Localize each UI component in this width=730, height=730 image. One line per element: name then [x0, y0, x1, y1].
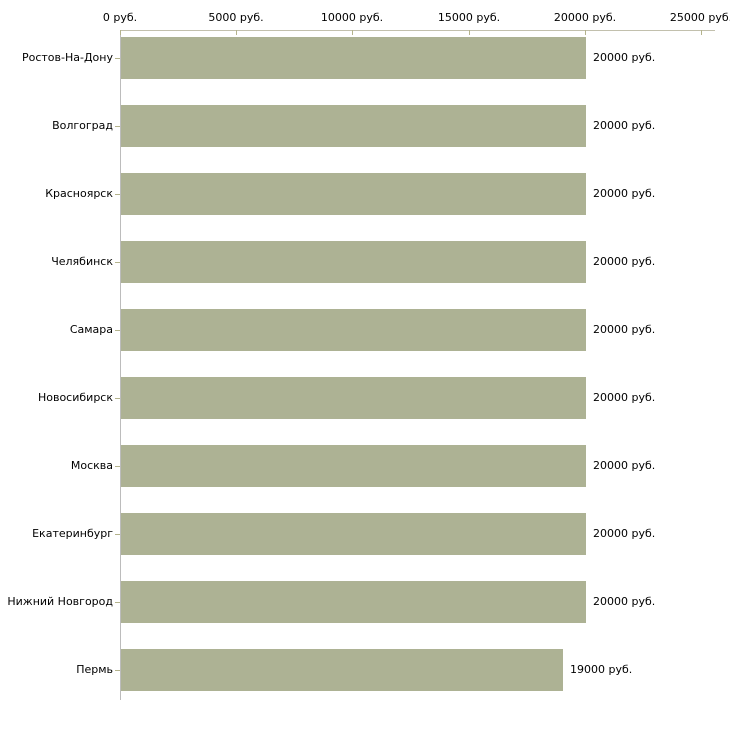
category-tick [115, 602, 120, 603]
category-tick [115, 670, 120, 671]
category-tick [115, 58, 120, 59]
bar [121, 377, 586, 419]
value-label: 20000 руб. [593, 51, 656, 64]
x-axis-tick-label: 10000 руб. [320, 11, 384, 24]
value-label: 20000 руб. [593, 459, 656, 472]
x-axis-tick [352, 30, 353, 35]
category-label: Челябинск [51, 255, 113, 268]
x-axis-tick-label: 0 руб. [102, 11, 138, 24]
value-label: 20000 руб. [593, 595, 656, 608]
x-axis-tick [469, 30, 470, 35]
bar [121, 649, 563, 691]
category-tick [115, 126, 120, 127]
bar [121, 445, 586, 487]
bar [121, 173, 586, 215]
bar [121, 513, 586, 555]
x-axis-tick [236, 30, 237, 35]
x-axis-tick [120, 30, 121, 35]
category-label: Екатеринбург [32, 527, 113, 540]
category-label: Москва [70, 459, 113, 472]
value-label: 20000 руб. [593, 187, 656, 200]
category-label: Пермь [76, 663, 113, 676]
value-label: 20000 руб. [593, 255, 656, 268]
bar [121, 105, 586, 147]
category-tick [115, 262, 120, 263]
category-tick [115, 330, 120, 331]
category-label: Нижний Новгород [7, 595, 113, 608]
value-label: 20000 руб. [593, 119, 656, 132]
x-axis-tick-label: 20000 руб. [553, 11, 617, 24]
value-label: 20000 руб. [593, 391, 656, 404]
category-label: Ростов-На-Дону [21, 51, 113, 64]
category-label: Новосибирск [37, 391, 113, 404]
category-label: Волгоград [52, 119, 113, 132]
x-axis-tick [585, 30, 586, 35]
x-axis-tick-label: 5000 руб. [208, 11, 264, 24]
bar [121, 581, 586, 623]
bar [121, 309, 586, 351]
category-label: Красноярск [45, 187, 113, 200]
category-axis-line [120, 30, 121, 700]
bar [121, 241, 586, 283]
value-label: 20000 руб. [593, 527, 656, 540]
value-label: 20000 руб. [593, 323, 656, 336]
x-axis-tick [701, 30, 702, 35]
bar [121, 37, 586, 79]
x-axis-tick-label: 25000 руб. [669, 11, 730, 24]
category-tick [115, 466, 120, 467]
x-axis-line [120, 30, 715, 31]
value-label: 19000 руб. [570, 663, 633, 676]
category-tick [115, 398, 120, 399]
category-tick [115, 534, 120, 535]
category-tick [115, 194, 120, 195]
category-label: Самара [69, 323, 113, 336]
x-axis-tick-label: 15000 руб. [437, 11, 501, 24]
